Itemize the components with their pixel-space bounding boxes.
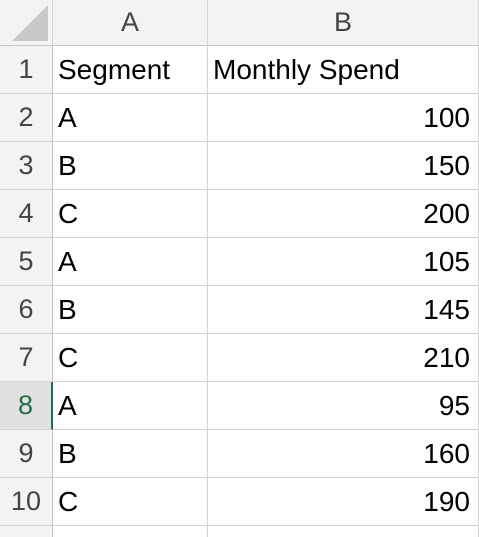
cell-a8[interactable]: A	[53, 382, 208, 430]
cell-b9[interactable]: 160	[208, 430, 479, 478]
row-header-5[interactable]: 5	[0, 238, 53, 286]
row-header-7[interactable]: 7	[0, 334, 53, 382]
cell-b4[interactable]: 200	[208, 190, 479, 238]
cell-a10[interactable]: C	[53, 478, 208, 526]
row-header-8[interactable]: 8	[0, 382, 53, 430]
column-header-b[interactable]: B	[208, 0, 479, 46]
row-header-6[interactable]: 6	[0, 286, 53, 334]
cell-b10[interactable]: 190	[208, 478, 479, 526]
cell-b6[interactable]: 145	[208, 286, 479, 334]
column-header-a[interactable]: A	[53, 0, 208, 46]
cell-b3[interactable]: 150	[208, 142, 479, 190]
cell-a5[interactable]: A	[53, 238, 208, 286]
cell-a9[interactable]: B	[53, 430, 208, 478]
row-header-3[interactable]: 3	[0, 142, 53, 190]
row-header-1[interactable]: 1	[0, 46, 53, 94]
cell-a6[interactable]: B	[53, 286, 208, 334]
cell-a4[interactable]: C	[53, 190, 208, 238]
cell-a7[interactable]: C	[53, 334, 208, 382]
cell-b8[interactable]: 95	[208, 382, 479, 430]
row-header-10[interactable]: 10	[0, 478, 53, 526]
cell-b5[interactable]: 105	[208, 238, 479, 286]
row-header-9[interactable]: 9	[0, 430, 53, 478]
row-header-stub	[0, 526, 53, 537]
cell-b2[interactable]: 100	[208, 94, 479, 142]
cell-a1[interactable]: Segment	[53, 46, 208, 94]
row-header-4[interactable]: 4	[0, 190, 53, 238]
cell-stub-a	[53, 526, 208, 537]
select-all-triangle-icon	[12, 5, 48, 41]
select-all-corner[interactable]	[0, 0, 53, 46]
cell-stub-b	[208, 526, 479, 537]
cell-b1[interactable]: Monthly Spend	[208, 46, 479, 94]
cell-b7[interactable]: 210	[208, 334, 479, 382]
row-header-2[interactable]: 2	[0, 94, 53, 142]
cell-a2[interactable]: A	[53, 94, 208, 142]
cell-a3[interactable]: B	[53, 142, 208, 190]
